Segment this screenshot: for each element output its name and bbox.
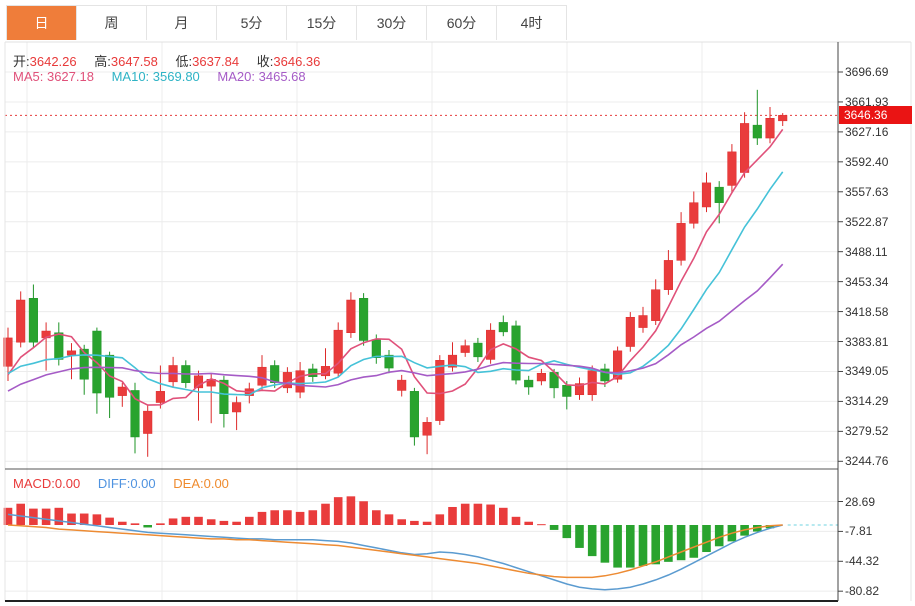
- y-axis-label: 3627.16: [845, 124, 889, 139]
- tab-period-6[interactable]: 60分: [427, 6, 497, 40]
- diff-label: DIFF:: [97, 476, 131, 491]
- ma20-value: 3465.68: [258, 69, 306, 84]
- ma10-value: 3569.80: [152, 69, 200, 84]
- macd-label: MACD:: [13, 476, 55, 491]
- ma5-value: 3627.18: [46, 69, 94, 84]
- dea-value: 0.00: [203, 476, 229, 491]
- high-label: 高:: [94, 54, 111, 69]
- axes-layer: [4, 41, 912, 602]
- ohlc-info-row: 开:3642.26 高:3647.58 低:3637.84 收:3646.36: [13, 51, 334, 70]
- ma5-line: [7, 128, 784, 406]
- y-axis-label: -80.82: [845, 584, 880, 599]
- y-axis-label: 3279.52: [845, 424, 889, 439]
- y-axis-label: 3696.69: [845, 65, 889, 79]
- ma20-label: MA20:: [217, 69, 255, 84]
- close-label: 收:: [256, 54, 274, 69]
- low-label: 低:: [175, 54, 193, 69]
- dea-label: DEA:: [173, 476, 204, 491]
- grid-lines: [5, 42, 838, 601]
- ma-info-row: MA5: 3627.18 MA10: 3569.80 MA20: 3465.68: [13, 69, 320, 84]
- tab-period-3[interactable]: 5分: [217, 6, 287, 40]
- ma10-label: MA10:: [111, 69, 150, 84]
- y-axis-label: 3418.58: [845, 304, 889, 319]
- macd-info-row: MACD:0.00 DIFF:0.00 DEA:0.00: [13, 476, 243, 491]
- ma20-line: [7, 263, 784, 392]
- y-axis-label: 3592.40: [845, 154, 889, 169]
- macd-lines-layer: [7, 513, 838, 591]
- dea-line: [7, 524, 783, 579]
- y-axis-label: 3488.11: [845, 244, 888, 259]
- y-axis-label: 3661.93: [845, 94, 889, 109]
- tab-period-5[interactable]: 30分: [357, 6, 427, 40]
- y-axis-label: 3314.29: [845, 394, 889, 409]
- tab-period-0[interactable]: 日: [7, 6, 77, 40]
- close-value: 3646.36: [273, 54, 321, 69]
- high-value: 3647.58: [110, 54, 158, 69]
- tab-period-1[interactable]: 周: [77, 6, 147, 40]
- open-label: 开:: [13, 54, 30, 69]
- macd-value: 0.00: [54, 476, 81, 491]
- tab-period-7[interactable]: 4时: [497, 6, 567, 40]
- y-axis-label: -7.81: [845, 524, 873, 539]
- y-axis-label: 3557.63: [845, 184, 889, 199]
- diff-line: [7, 513, 783, 591]
- ma-lines-layer: [7, 128, 784, 406]
- ma10-line: [7, 171, 784, 396]
- current-price-badge: 3646.36: [839, 106, 912, 125]
- y-axis-label: 3349.05: [845, 364, 889, 379]
- period-tabbar: 日周月 5分 15分 30分 60分 4时: [6, 5, 567, 40]
- low-value: 3637.84: [192, 54, 240, 69]
- y-axis-label: 28.69: [845, 494, 876, 509]
- y-axis-label: -44.32: [845, 554, 880, 569]
- tab-period-2[interactable]: 月: [147, 6, 217, 40]
- ma5-label: MA5:: [13, 69, 44, 84]
- open-value: 3642.26: [29, 54, 77, 69]
- tab-period-4[interactable]: 15分: [287, 6, 357, 40]
- y-axis-label: 3522.87: [845, 214, 889, 229]
- macd-histogram-layer: [3, 496, 775, 568]
- diff-value: 0.00: [130, 476, 156, 491]
- y-axis-label: 3383.81: [845, 334, 889, 349]
- y-axis-label: 3244.76: [845, 454, 889, 469]
- y-axis-label: 3453.34: [845, 274, 889, 289]
